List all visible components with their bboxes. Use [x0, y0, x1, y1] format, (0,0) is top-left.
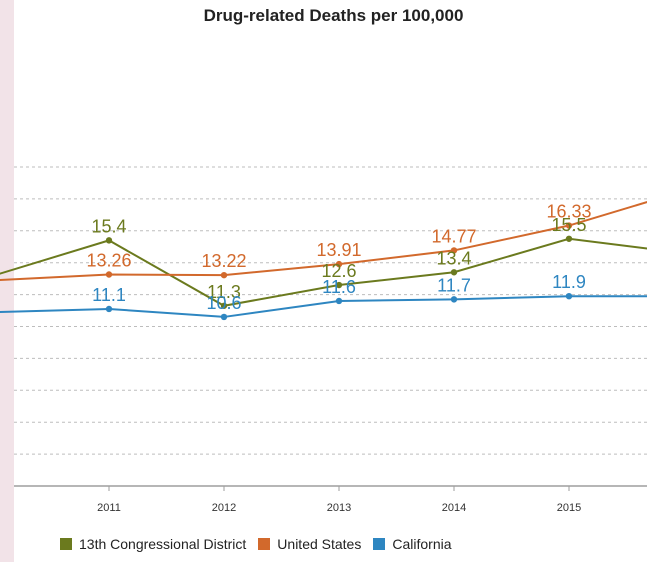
data-point	[450, 247, 458, 254]
line-chart: 2011 2012 2013 2014 2015 15.4 11.3 12.6 13.4 15.…	[0, 166, 647, 514]
data-label: 13.22	[201, 251, 246, 271]
data-point	[565, 222, 573, 229]
x-tick-label: 2011	[97, 502, 121, 514]
data-point	[450, 269, 458, 276]
legend-item-district: 13th Congressional District	[60, 536, 246, 552]
data-label: 15.5	[551, 215, 586, 235]
data-point	[565, 292, 573, 300]
data-label: 13.26	[86, 251, 131, 271]
x-tick-label: 2015	[557, 502, 581, 514]
left-margin-strip	[0, 0, 14, 562]
data-label: 10.6	[206, 293, 241, 313]
data-label: 14.77	[431, 226, 476, 246]
legend-swatch-united-states	[258, 538, 271, 550]
legend-item-united-states: United States	[258, 536, 361, 552]
data-label: 11.6	[322, 277, 356, 297]
data-label: 16.33	[546, 202, 591, 222]
legend-label-california: California	[392, 536, 452, 552]
x-tick-label: 2014	[442, 502, 466, 514]
legend-label-district: 13th Congressional District	[79, 536, 247, 552]
x-tick-label: 2012	[212, 502, 236, 514]
data-point	[220, 302, 228, 309]
series-lines	[0, 201, 647, 321]
data-point	[565, 235, 573, 242]
data-point	[105, 305, 113, 313]
data-label: 11.7	[437, 275, 471, 295]
data-label: 15.4	[91, 216, 126, 236]
legend-swatch-california	[373, 538, 386, 550]
data-point	[335, 281, 343, 289]
legend-swatch-district	[60, 538, 72, 550]
data-label: 11.3	[207, 282, 241, 302]
data-point	[335, 260, 343, 268]
data-point	[105, 237, 113, 244]
data-point	[450, 296, 458, 303]
data-label: 13.4	[436, 248, 471, 268]
x-axis: 2011 2012 2013 2014 2015	[14, 485, 647, 514]
data-point	[335, 297, 343, 305]
data-label: 13.91	[316, 240, 361, 260]
data-label: 11.9	[552, 272, 586, 292]
legend: 13th Congressional District United State…	[60, 534, 452, 554]
data-point	[220, 271, 228, 279]
data-point	[105, 271, 113, 278]
legend-label-united-states: United States	[277, 536, 362, 552]
data-label: 12.6	[321, 261, 356, 281]
data-labels: 15.411.312.613.415.5913.2613.2213.9114.7…	[86, 202, 591, 313]
legend-item-california: California	[373, 536, 452, 552]
data-point	[220, 313, 228, 321]
data-label: 11.1	[92, 285, 126, 305]
x-tick-label: 2013	[327, 502, 351, 514]
chart-title: Drug-related Deaths per 100,000	[203, 6, 464, 25]
